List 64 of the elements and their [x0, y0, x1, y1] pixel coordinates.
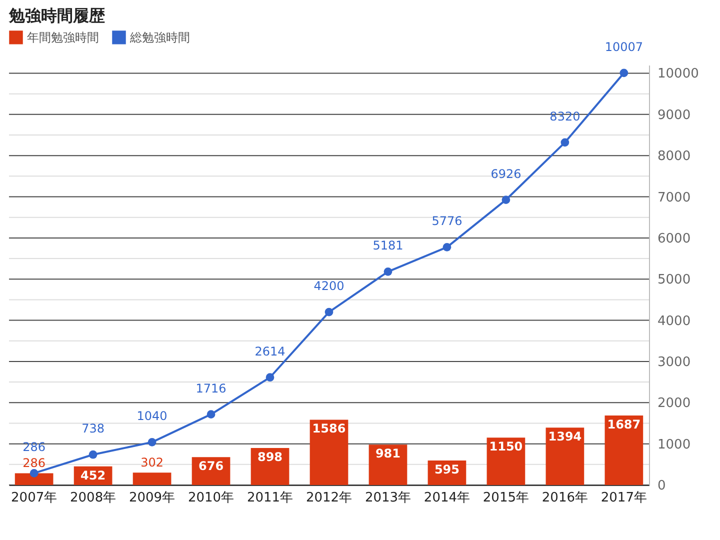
x-tick-label: 2009年 [128, 490, 176, 506]
data-label: 286 [22, 440, 46, 454]
y-tick-label: 6000 [658, 231, 691, 246]
x-tick-label: 2014年 [424, 490, 470, 506]
y-tick-label: 1000 [658, 437, 691, 452]
data-label: 676 [198, 459, 224, 474]
data-label: 5181 [372, 238, 404, 253]
x-tick-label: 2008年 [70, 490, 116, 506]
data-label: 1687 [607, 418, 641, 432]
x-tick-label: 2011年 [246, 490, 294, 506]
y-tick-label: 5000 [658, 272, 691, 288]
x-tick-label: 2007年 [11, 490, 58, 506]
legend-label: 年間勉強時間 [27, 30, 99, 44]
y-tick-label: 10000 [658, 66, 699, 82]
point [324, 308, 334, 316]
y-tick-label: 2000 [658, 396, 691, 412]
point [30, 469, 38, 478]
x-tick-label: 2010年 [188, 490, 234, 506]
data-label: 6926 [490, 166, 522, 181]
point [148, 438, 156, 446]
data-label: 1150 [489, 440, 523, 454]
x-tick-label: 2016年 [542, 490, 588, 506]
data-label: 1586 [312, 422, 346, 436]
x-tick-label: 2012年 [306, 490, 352, 506]
point [442, 242, 452, 252]
data-label: 1716 [196, 381, 226, 396]
y-tick-label: 3000 [658, 354, 691, 370]
bar [310, 420, 348, 485]
y-tick-label: 8000 [658, 149, 691, 164]
bar [368, 444, 408, 485]
point [384, 267, 392, 276]
data-label: 1040 [136, 409, 168, 424]
bar [546, 428, 584, 485]
data-label: 1394 [548, 430, 582, 444]
point [266, 373, 274, 382]
bar [604, 416, 644, 485]
y-tick-label: 4000 [658, 314, 691, 329]
point [560, 138, 570, 147]
data-label: 898 [257, 450, 283, 464]
data-label: 738 [82, 422, 105, 436]
point [88, 450, 98, 459]
data-label: 286 [22, 456, 46, 470]
data-label: 595 [434, 462, 460, 476]
point [206, 410, 216, 419]
data-label: 302 [140, 456, 164, 470]
x-tick-label: 2015年 [482, 490, 530, 506]
point [502, 196, 510, 204]
legend-label: 総勉強時間 [129, 30, 190, 44]
data-label: 5776 [432, 214, 462, 228]
x-tick-label: 2017年 [600, 490, 647, 506]
bar [132, 472, 172, 485]
point [620, 68, 628, 78]
data-label: 981 [375, 446, 401, 461]
data-label: 10007 [604, 40, 644, 54]
y-tick-label: 7000 [658, 190, 691, 206]
data-label: 452 [80, 468, 106, 482]
chart-title: 勉強時間履歴 [8, 6, 105, 25]
y-tick-label: 9000 [658, 108, 691, 123]
y-tick-label: 0 [658, 478, 666, 494]
bar [486, 438, 526, 485]
bar [14, 473, 54, 485]
x-tick-label: 2013年 [364, 490, 412, 506]
data-label: 4200 [314, 279, 344, 294]
data-label: 2614 [254, 344, 286, 358]
